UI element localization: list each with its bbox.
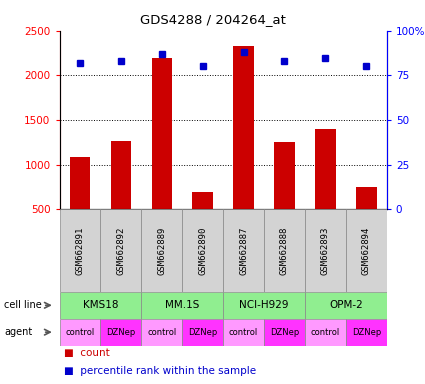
Bar bbox=[193, 192, 213, 254]
Bar bbox=[264, 209, 305, 292]
Text: DZNep: DZNep bbox=[270, 328, 299, 337]
Bar bbox=[152, 58, 172, 254]
Text: DZNep: DZNep bbox=[351, 328, 381, 337]
Bar bbox=[305, 209, 346, 292]
Text: agent: agent bbox=[4, 327, 32, 337]
Text: DZNep: DZNep bbox=[106, 328, 136, 337]
Text: control: control bbox=[311, 328, 340, 337]
Text: GSM662888: GSM662888 bbox=[280, 227, 289, 275]
Text: GSM662891: GSM662891 bbox=[76, 227, 85, 275]
Bar bbox=[60, 209, 100, 292]
Text: GSM662894: GSM662894 bbox=[362, 227, 371, 275]
Text: GSM662887: GSM662887 bbox=[239, 227, 248, 275]
Bar bbox=[223, 209, 264, 292]
Bar bbox=[346, 319, 387, 346]
Bar bbox=[305, 292, 387, 319]
Bar bbox=[356, 187, 377, 254]
Bar bbox=[233, 46, 254, 254]
Text: ■  percentile rank within the sample: ■ percentile rank within the sample bbox=[64, 366, 256, 376]
Text: DZNep: DZNep bbox=[188, 328, 217, 337]
Bar bbox=[141, 209, 182, 292]
Text: GSM662889: GSM662889 bbox=[157, 227, 166, 275]
Text: KMS18: KMS18 bbox=[82, 300, 118, 310]
Text: OPM-2: OPM-2 bbox=[329, 300, 363, 310]
Text: control: control bbox=[147, 328, 176, 337]
Text: control: control bbox=[65, 328, 95, 337]
Bar bbox=[100, 319, 141, 346]
Text: GDS4288 / 204264_at: GDS4288 / 204264_at bbox=[139, 13, 286, 26]
Bar bbox=[141, 319, 182, 346]
Text: ■  count: ■ count bbox=[64, 348, 110, 358]
Bar bbox=[182, 209, 223, 292]
Bar bbox=[182, 319, 223, 346]
Bar bbox=[100, 209, 141, 292]
Bar bbox=[110, 141, 131, 254]
Bar bbox=[223, 319, 264, 346]
Bar bbox=[315, 129, 336, 254]
Bar bbox=[141, 292, 223, 319]
Bar bbox=[274, 142, 295, 254]
Bar bbox=[70, 157, 90, 254]
Bar bbox=[60, 292, 141, 319]
Text: MM.1S: MM.1S bbox=[165, 300, 199, 310]
Text: cell line: cell line bbox=[4, 300, 42, 310]
Bar bbox=[305, 319, 346, 346]
Bar bbox=[60, 319, 100, 346]
Bar bbox=[264, 319, 305, 346]
Text: control: control bbox=[229, 328, 258, 337]
Text: NCI-H929: NCI-H929 bbox=[239, 300, 289, 310]
Bar bbox=[346, 209, 387, 292]
Text: GSM662890: GSM662890 bbox=[198, 227, 207, 275]
Text: GSM662893: GSM662893 bbox=[321, 227, 330, 275]
Bar bbox=[223, 292, 305, 319]
Text: GSM662892: GSM662892 bbox=[116, 227, 125, 275]
